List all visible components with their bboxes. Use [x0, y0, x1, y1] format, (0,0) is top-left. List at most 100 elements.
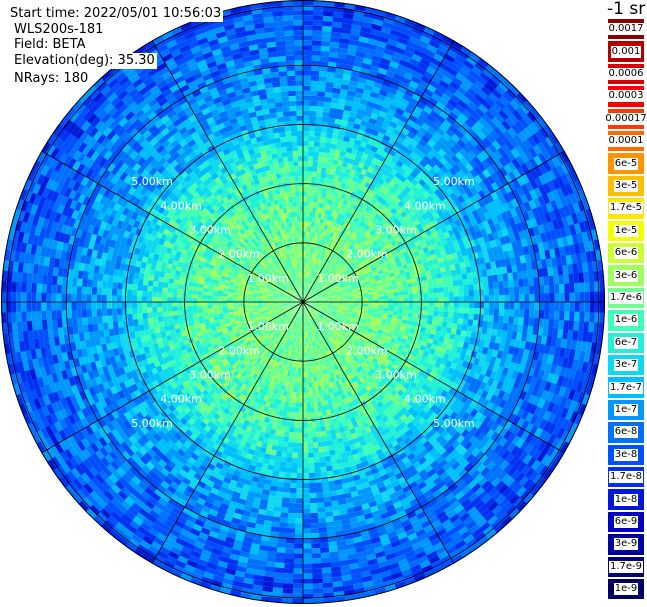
range-gate-cell	[192, 312, 199, 318]
range-gate-cell	[303, 312, 305, 318]
range-gate-cell	[304, 306, 307, 312]
range-gate-cell	[311, 307, 316, 311]
range-gate-cell	[293, 303, 299, 305]
range-gate-cell	[304, 292, 307, 298]
range-gate-cell	[304, 286, 306, 293]
range-gate-cell	[408, 290, 414, 295]
range-gate-cell	[307, 166, 313, 172]
range-gate-cell	[295, 196, 300, 202]
range-gate-cell	[317, 294, 322, 297]
range-gate-cell	[293, 303, 299, 306]
range-gate-cell	[304, 292, 307, 298]
range-gate-cell	[378, 293, 384, 297]
range-gate-cell	[217, 307, 223, 311]
range-gate-cell	[162, 315, 169, 322]
range-gate-cell	[287, 300, 293, 302]
range-gate-cell	[318, 302, 324, 304]
range-gate-cell	[292, 300, 299, 302]
range-gate-cell	[309, 402, 315, 408]
range-gate-cell	[297, 306, 301, 311]
range-gate-cell	[285, 176, 291, 183]
range-gate-cell	[304, 362, 308, 368]
range-gate-cell	[293, 427, 299, 433]
range-gate-cell	[303, 307, 305, 313]
range-gate-cell	[295, 407, 300, 413]
range-gate-cell	[297, 216, 301, 222]
range-gate-cell	[316, 308, 322, 312]
range-gate-cell	[297, 226, 301, 232]
range-gate-cell	[177, 292, 183, 298]
range-gate-cell	[306, 196, 311, 202]
range-gate-cell	[314, 288, 319, 293]
range-gate-cell	[302, 427, 308, 433]
range-gate-cell	[310, 412, 316, 418]
range-gate-cell	[304, 292, 308, 298]
range-gate-cell	[298, 427, 303, 433]
range-gate-cell	[192, 297, 198, 302]
range-gate-cell	[306, 407, 311, 413]
range-gate-cell	[298, 176, 304, 182]
range-gate-cell	[306, 402, 311, 408]
range-gate-cell	[285, 309, 291, 314]
range-gate-cell	[314, 289, 320, 294]
range-gate-cell	[307, 303, 313, 305]
range-gate-cell	[296, 316, 299, 322]
range-gate-cell	[192, 305, 198, 310]
range-gate-cell	[300, 377, 303, 383]
range-gate-cell	[301, 291, 303, 298]
range-gate-cell	[306, 191, 311, 197]
range-gate-cell	[383, 296, 389, 300]
range-gate-cell	[296, 294, 300, 299]
range-gate-cell	[197, 308, 203, 314]
range-gate-cell	[311, 171, 317, 177]
range-gate-cell	[288, 299, 294, 301]
range-gate-cell	[303, 186, 308, 192]
range-gate-cell	[307, 296, 312, 300]
range-gate-cell	[298, 292, 301, 298]
range-gate-cell	[408, 294, 414, 299]
range-gate-cell	[373, 302, 379, 305]
range-gate-cell	[296, 293, 301, 299]
range-gate-cell	[187, 309, 193, 315]
range-gate-cell	[304, 292, 306, 298]
range-gate-cell	[296, 387, 301, 393]
range-gate-cell	[312, 313, 316, 318]
range-gate-cell	[311, 285, 316, 291]
range-gate-cell	[308, 300, 314, 302]
range-gate-cell	[313, 401, 318, 408]
range-gate-cell	[307, 303, 313, 306]
range-gate-cell	[306, 311, 309, 317]
range-gate-cell	[172, 297, 178, 302]
range-gate-cell	[295, 305, 300, 309]
range-gate-cell	[295, 305, 300, 310]
range-gate-cell	[304, 352, 307, 358]
range-gate-cell	[433, 302, 439, 308]
range-gate-cell	[307, 298, 313, 301]
range-gate-cell	[290, 313, 294, 318]
range-gate-cell	[300, 286, 302, 293]
range-gate-cell	[428, 297, 434, 303]
range-gate-cell	[288, 303, 294, 306]
range-gate-cell	[412, 285, 419, 291]
range-gate-cell	[310, 186, 316, 192]
range-gate-cell	[299, 382, 303, 388]
range-gate-cell	[316, 293, 322, 296]
range-gate-cell	[292, 308, 297, 313]
range-gate-cell	[295, 295, 300, 299]
range-gate-cell	[358, 297, 364, 301]
range-gate-cell	[297, 432, 303, 438]
range-gate-cell	[312, 286, 317, 291]
range-gate-cell	[299, 311, 301, 317]
range-gate-cell	[306, 294, 310, 299]
range-gate-cell	[168, 319, 175, 326]
range-gate-cell	[314, 311, 319, 316]
range-gate-cell	[310, 308, 315, 313]
range-gate-cell	[299, 287, 301, 293]
range-gate-cell	[393, 295, 399, 300]
range-gate-cell	[288, 295, 294, 299]
range-gate-cell	[317, 306, 323, 309]
range-gate-cell	[300, 306, 303, 312]
range-gate-cell	[312, 305, 318, 308]
range-gate-cell	[307, 302, 313, 305]
